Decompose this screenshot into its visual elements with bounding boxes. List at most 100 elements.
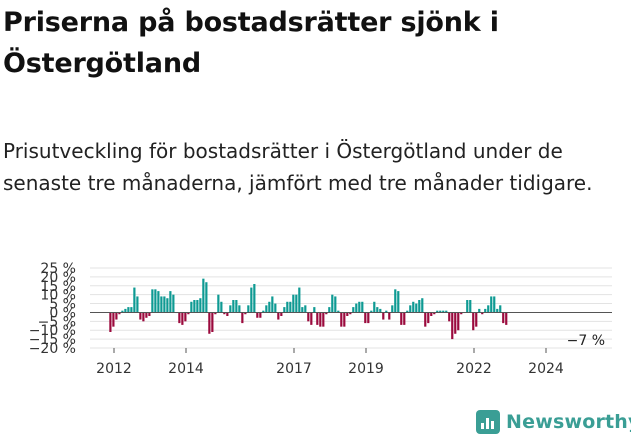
data-bar (253, 284, 256, 313)
data-bar (148, 312, 151, 316)
data-bar (205, 282, 208, 313)
data-bar (475, 312, 478, 327)
data-bar (136, 296, 139, 313)
data-bar (439, 310, 442, 313)
data-bar (379, 308, 382, 313)
data-bar (496, 308, 499, 313)
data-bar (340, 312, 343, 327)
data-bar (196, 300, 199, 313)
data-bar (448, 312, 451, 322)
x-tick-label: 2024 (528, 361, 564, 377)
data-bar (283, 307, 286, 313)
data-bar (388, 312, 391, 320)
data-bar (289, 301, 292, 313)
data-bar (295, 294, 298, 313)
y-tick-label: 5 % (49, 297, 76, 313)
data-bar (373, 301, 376, 313)
data-bar (484, 308, 487, 313)
data-bar (454, 312, 457, 334)
data-bar (229, 305, 232, 313)
data-bar (271, 296, 274, 313)
data-bar (301, 307, 304, 313)
bar-series (109, 278, 508, 340)
data-bar (277, 312, 280, 320)
data-bar (139, 312, 142, 320)
data-bar (397, 291, 400, 313)
x-tick-label: 2022 (456, 361, 492, 377)
data-bar (415, 303, 418, 313)
data-bar (442, 310, 445, 313)
data-bar (349, 312, 352, 315)
data-bar (217, 294, 220, 313)
x-axis-ticks: 2012 2014 2017 2019 2022 2024 (96, 348, 564, 377)
data-bar (421, 298, 424, 313)
data-bar (157, 291, 160, 313)
y-tick-label: 15 % (40, 279, 76, 295)
bar-chart-logo-icon (476, 410, 500, 434)
y-tick-label: −5 % (38, 314, 76, 330)
data-bar (376, 307, 379, 313)
data-bar (178, 312, 181, 324)
data-bar (130, 307, 133, 313)
data-bar (319, 312, 322, 327)
data-bar (118, 312, 121, 315)
data-bar (172, 294, 175, 313)
data-bar (445, 310, 448, 313)
data-bar (424, 312, 427, 327)
y-axis-ticks: 25 %20 %15 %10 %5 %0 %−5 %−10 %−15 %−20 … (29, 261, 76, 357)
page-title: Priserna på bostadsrätter sjönk i Österg… (3, 7, 499, 79)
data-bar (400, 312, 403, 325)
y-tick-label: −20 % (29, 341, 76, 357)
data-bar (403, 312, 406, 325)
data-bar (406, 310, 409, 313)
data-bar (244, 312, 247, 315)
data-bar (166, 298, 169, 313)
data-bar (487, 305, 490, 313)
data-bar (322, 312, 325, 327)
newsworthy-logo: Newsworthy (476, 406, 631, 438)
data-bar (451, 312, 454, 340)
data-bar (331, 294, 334, 313)
data-bar (211, 312, 214, 332)
data-bar (460, 312, 463, 315)
data-bar (364, 312, 367, 324)
data-bar (505, 312, 508, 325)
data-bar (145, 312, 148, 318)
data-bar (121, 310, 124, 313)
data-bar (235, 300, 238, 313)
data-bar (238, 305, 241, 313)
y-tick-label: 10 % (40, 288, 76, 304)
data-bar (154, 289, 157, 313)
brand-name: Newsworthy (506, 411, 631, 433)
data-bar (430, 312, 433, 316)
data-bar (478, 308, 481, 313)
data-bar (493, 296, 496, 313)
data-bar (382, 312, 385, 320)
data-bar (223, 312, 226, 315)
data-bar (127, 307, 130, 313)
data-bar (502, 312, 505, 324)
data-bar (208, 312, 211, 334)
y-tick-label: 20 % (40, 270, 76, 286)
data-bar (469, 300, 472, 313)
data-bar (199, 298, 202, 313)
data-bar (472, 312, 475, 331)
data-bar (346, 312, 349, 316)
data-bar (187, 312, 190, 315)
data-bar (142, 312, 145, 322)
data-bar (418, 300, 421, 313)
data-bar (343, 312, 346, 327)
data-bar (367, 312, 370, 324)
data-bar (352, 307, 355, 313)
data-bar (292, 294, 295, 313)
data-bar (427, 312, 430, 324)
x-tick-label: 2017 (276, 361, 312, 377)
data-bar (109, 312, 112, 332)
price-change-bar-chart: 25 %20 %15 %10 %5 %0 %−5 %−10 %−15 %−20 … (29, 261, 612, 377)
data-bar (325, 312, 328, 315)
data-bar (370, 310, 373, 313)
data-bar (274, 303, 277, 313)
data-bar (313, 307, 316, 313)
data-bar (385, 310, 388, 313)
page-subtitle: Prisutveckling för bostadsrätter i Öster… (3, 139, 593, 195)
